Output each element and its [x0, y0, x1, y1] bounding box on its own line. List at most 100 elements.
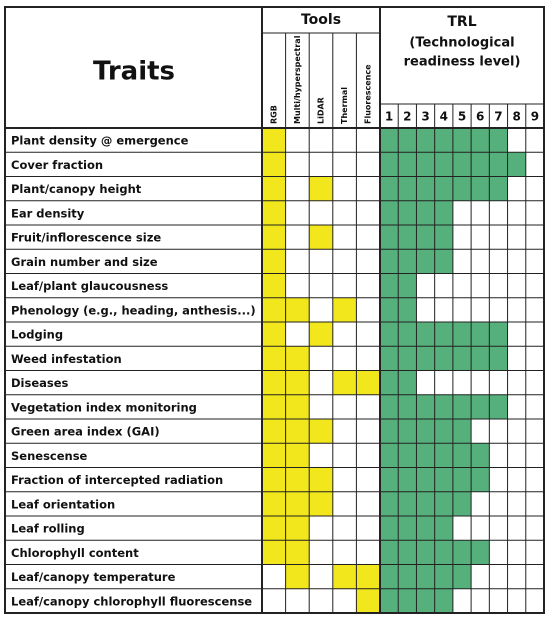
trl-cell	[452, 443, 472, 468]
trl-subtitle: readiness level)	[404, 55, 521, 70]
tool-cell	[262, 443, 286, 468]
tools-header: Tools	[301, 12, 341, 28]
trl-cell	[434, 394, 453, 419]
trl-cell	[398, 152, 417, 177]
tool-cell	[309, 322, 333, 347]
trl-level: 5	[458, 110, 466, 124]
tool-label: RGB	[269, 105, 278, 124]
trl-cell	[471, 346, 490, 371]
tool-cell	[262, 370, 286, 395]
tool-cell	[285, 297, 310, 322]
trl-cell	[434, 564, 453, 589]
tool-cell	[332, 297, 357, 322]
trl-level: 9	[531, 110, 539, 124]
trl-cell	[434, 225, 453, 250]
trl-cell	[452, 394, 472, 419]
trl-cell	[434, 491, 453, 516]
tool-cell	[285, 564, 310, 589]
trl-cell	[380, 273, 399, 298]
tool-cell	[285, 516, 310, 541]
trl-cell	[489, 152, 508, 177]
tool-cell	[332, 370, 357, 395]
tool-cell	[262, 322, 286, 347]
trl-cell	[398, 322, 417, 347]
tool-cell	[262, 128, 286, 153]
trait-label: Fraction of intercepted radiation	[11, 473, 223, 487]
trl-cell	[452, 322, 472, 347]
tool-cell	[285, 419, 310, 444]
tool-cell	[262, 176, 286, 201]
trl-cell	[416, 467, 435, 492]
trl-cell	[434, 322, 453, 347]
tool-cell	[285, 467, 310, 492]
trl-cell	[416, 443, 435, 468]
tool-cell	[356, 370, 380, 395]
trl-cell	[398, 588, 417, 613]
trl-cell	[380, 346, 399, 371]
trl-cell	[398, 491, 417, 516]
trl-cell	[416, 419, 435, 444]
trl-cell	[380, 200, 399, 225]
trl-level: 2	[403, 110, 411, 124]
trait-label: Senescense	[11, 449, 88, 463]
trait-label: Leaf rolling	[11, 522, 85, 536]
trl-cell	[380, 394, 399, 419]
tool-cell	[262, 152, 286, 177]
tool-cell	[262, 297, 286, 322]
trait-label: Diseases	[11, 376, 69, 390]
trl-cell	[398, 394, 417, 419]
trl-cell	[380, 540, 399, 565]
tool-cell	[262, 491, 286, 516]
trl-cell	[416, 152, 435, 177]
tool-cell	[356, 588, 380, 613]
tool-cell	[332, 564, 357, 589]
trl-cell	[416, 200, 435, 225]
tool-cell	[356, 564, 380, 589]
trl-cell	[471, 443, 490, 468]
trl-level: 6	[476, 110, 484, 124]
tool-cell	[262, 273, 286, 298]
trl-subtitle: (Technological	[409, 36, 514, 51]
trait-label: Chlorophyll content	[11, 546, 139, 560]
trl-cell	[380, 322, 399, 347]
trl-cell	[398, 516, 417, 541]
trl-cell	[398, 128, 417, 153]
trl-cell	[398, 564, 417, 589]
trait-label: Cover fraction	[11, 158, 103, 172]
trl-cell	[380, 588, 399, 613]
trl-cell	[398, 443, 417, 468]
trl-cell	[380, 443, 399, 468]
trait-label: Phenology (e.g., heading, anthesis...)	[11, 303, 256, 317]
trl-cell	[471, 152, 490, 177]
trl-cell	[489, 176, 508, 201]
tool-cell	[262, 346, 286, 371]
trl-cell	[398, 346, 417, 371]
tool-label: Fluorescence	[364, 64, 373, 124]
trl-cell	[471, 128, 490, 153]
trl-cell	[452, 152, 472, 177]
trl-cell	[489, 346, 508, 371]
trl-cell	[434, 516, 453, 541]
trl-cell	[416, 322, 435, 347]
trait-label: Grain number and size	[11, 255, 158, 269]
traits-header: Traits	[93, 57, 175, 87]
trl-level: 8	[512, 110, 520, 124]
trl-cell	[434, 249, 453, 274]
trl-cell	[398, 225, 417, 250]
trl-cell	[452, 176, 472, 201]
trl-cell	[434, 588, 453, 613]
trait-label: Ear density	[11, 206, 85, 220]
trl-cell	[434, 419, 453, 444]
trl-cell	[380, 225, 399, 250]
tool-cell	[285, 491, 310, 516]
trl-cell	[380, 516, 399, 541]
trl-cell	[434, 467, 453, 492]
trl-cell	[434, 200, 453, 225]
trl-cell	[489, 322, 508, 347]
trl-cell	[398, 249, 417, 274]
trl-cell	[452, 128, 472, 153]
trl-cell	[398, 297, 417, 322]
trl-cell	[416, 249, 435, 274]
trait-label: Weed infestation	[11, 352, 122, 366]
tool-cell	[285, 540, 310, 565]
